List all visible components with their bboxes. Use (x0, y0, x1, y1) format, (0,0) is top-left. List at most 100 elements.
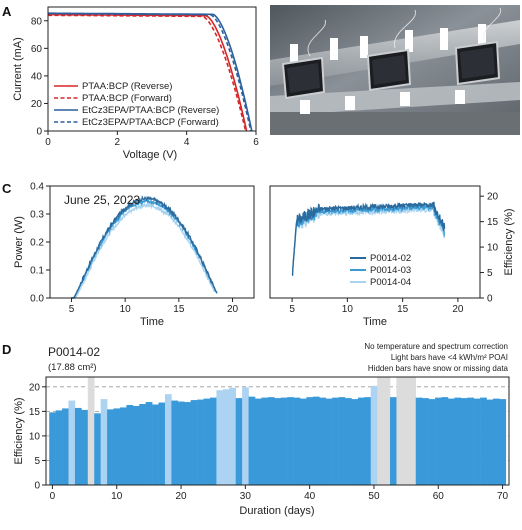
x-tick-label: 10 (111, 491, 123, 502)
efficiency-bar (345, 398, 352, 485)
panel-c-left-ylabel: Power (W) (13, 216, 25, 268)
panel-d-title: P0014-02 (48, 345, 100, 359)
x-tick-label: 70 (497, 491, 509, 502)
efficiency-bar (473, 398, 481, 485)
efficiency-bar (49, 412, 56, 485)
legend-entry: PTAA:BCP (Reverse) (82, 81, 172, 92)
efficiency-bar (87, 377, 95, 485)
efficiency-bar (370, 385, 378, 485)
efficiency-bar (422, 398, 429, 485)
panel-a-axes-frame (47, 6, 257, 132)
y-tick-label: 0.2 (30, 238, 44, 249)
y-tick-label: 60 (31, 44, 43, 55)
x-tick-label: 15 (173, 304, 185, 315)
efficiency-trace (291, 203, 445, 276)
efficiency-bar (164, 394, 172, 485)
efficiency-bar (197, 399, 204, 485)
efficiency-bar (242, 387, 249, 485)
panel-c-power-marks (71, 195, 218, 299)
power-trace (72, 201, 216, 299)
panel-d-note-2: Light bars have <4 kWh/m² POAI (391, 353, 508, 362)
efficiency-bar (100, 399, 108, 485)
x-tick-label: 20 (452, 304, 464, 315)
panel-c-left-xlabel: Time (140, 316, 164, 328)
efficiency-bar (229, 387, 236, 485)
panel-letter-a: A (2, 4, 12, 19)
efficiency-bar (267, 397, 275, 485)
efficiency-trace (291, 206, 446, 276)
efficiency-bar (402, 377, 410, 485)
efficiency-bar (152, 404, 159, 485)
efficiency-bar (396, 377, 404, 485)
y-tick-label: 0.1 (30, 266, 44, 277)
y-tick-label: 20 (29, 382, 41, 393)
efficiency-bar (248, 396, 256, 485)
panel-d-ylabel: Efficiency (%) (13, 397, 25, 464)
efficiency-bar (254, 398, 262, 485)
efficiency-bar (467, 397, 474, 485)
x-tick-label: 10 (342, 304, 354, 315)
efficiency-bar (184, 402, 191, 485)
efficiency-bar (293, 397, 301, 485)
y-tick-label: 0 (34, 481, 40, 492)
x-tick-label: 60 (433, 491, 445, 502)
efficiency-bar (274, 398, 282, 485)
jv-curve (48, 14, 247, 132)
y-tick-label: 15 (487, 217, 499, 228)
x-tick-label: 6 (253, 137, 259, 148)
efficiency-bar (447, 398, 455, 485)
efficiency-bar (209, 397, 217, 485)
panel-c-right-ticks: 5 10 15 20 0 5 10 15 20 (289, 192, 498, 315)
photo-wires (307, 7, 502, 57)
x-tick-label: 15 (397, 304, 409, 315)
photo-modules (281, 40, 501, 100)
efficiency-bar (287, 397, 294, 485)
y-tick-label: 80 (31, 16, 43, 27)
efficiency-bar (68, 400, 76, 485)
efficiency-bar (94, 413, 101, 485)
legend-entry: PTAA:BCP (Forward) (82, 93, 172, 104)
efficiency-bar (126, 404, 134, 485)
efficiency-bar (300, 398, 307, 485)
panel-a-legend: PTAA:BCP (Reverse) PTAA:BCP (Forward) Et… (54, 81, 219, 128)
x-tick-label: 4 (184, 137, 190, 148)
efficiency-bar (177, 401, 185, 485)
efficiency-bar (486, 399, 494, 485)
efficiency-bar (119, 407, 127, 485)
efficiency-bar (480, 397, 487, 485)
panel-d-note-3: Hidden bars have snow or missing data (368, 364, 509, 373)
efficiency-bar (499, 399, 507, 485)
efficiency-bar (357, 397, 365, 485)
x-tick-label: 20 (175, 491, 187, 502)
efficiency-bar (319, 397, 327, 485)
legend-entry: EtCz3EPA/PTAA:BCP (Forward) (82, 117, 219, 128)
efficiency-bar (280, 397, 288, 485)
jv-curve (48, 12, 252, 132)
efficiency-bar (203, 398, 211, 485)
panel-letter-d: D (2, 342, 11, 357)
panel-a-marks (48, 12, 253, 132)
panel-c-legend: P0014-02 P0014-03 P0014-04 (350, 253, 411, 288)
x-tick-label: 2 (115, 137, 121, 148)
y-tick-label: 40 (31, 71, 43, 82)
efficiency-bar (415, 397, 423, 485)
legend-entry: P0014-03 (370, 265, 411, 276)
panel-c-right-axes-frame (269, 185, 481, 299)
efficiency-bar (132, 405, 140, 485)
y-tick-label: 10 (487, 243, 499, 254)
efficiency-bar (222, 389, 230, 485)
x-tick-label: 0 (50, 491, 56, 502)
photo-clamps (290, 24, 486, 114)
efficiency-bar (428, 399, 436, 485)
panel-c-power-chart: 5 10 15 20 0.0 0.1 0.2 0.3 0.4 June 25, 2023 Tim… (13, 182, 255, 328)
y-tick-label: 0.3 (30, 210, 44, 221)
legend-entry: P0014-02 (370, 253, 411, 264)
panel-d-xlabel: Duration (days) (239, 505, 314, 517)
y-tick-label: 15 (29, 407, 41, 418)
efficiency-bar (377, 377, 384, 485)
efficiency-bar (62, 408, 69, 485)
efficiency-bar (74, 407, 82, 485)
